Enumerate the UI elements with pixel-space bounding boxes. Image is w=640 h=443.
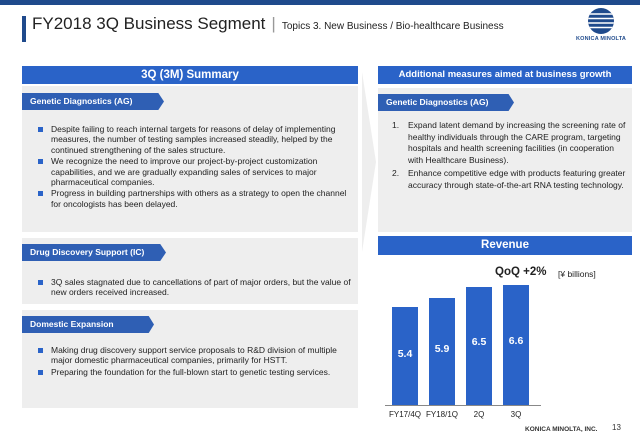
revenue-title: Revenue xyxy=(481,239,529,251)
measure-number: 2. xyxy=(392,168,400,179)
page-number: 13 xyxy=(612,423,621,432)
genetic-diagnostics-tag: Genetic Diagnostics (AG) xyxy=(22,93,164,110)
x-tick-label: 2Q xyxy=(473,410,485,419)
title-separator: | xyxy=(271,14,276,33)
x-tick-label: FY18/1Q xyxy=(425,410,458,419)
bullet-item: Despite failing to reach internal target… xyxy=(38,124,352,155)
globe-logo-icon xyxy=(588,8,614,34)
genetic-diagnostics-panel xyxy=(22,86,358,232)
genetic-diagnostics-tag-label: Genetic Diagnostics (AG) xyxy=(30,96,133,106)
x-tick-label: 3Q xyxy=(510,410,522,419)
bullet-item: 3Q sales stagnated due to cancellations … xyxy=(38,277,352,298)
title-accent xyxy=(22,16,26,42)
drug-discovery-bullets: 3Q sales stagnated due to cancellations … xyxy=(38,277,352,299)
bar-value-label: 6.5 xyxy=(471,336,487,349)
measures-tag-label: Genetic Diagnostics (AG) xyxy=(386,97,489,107)
measure-item: 2. Enhance competitive edge with product… xyxy=(392,168,628,191)
revenue-header: Revenue xyxy=(378,236,632,255)
measures-header: Additional measures aimed at business gr… xyxy=(378,66,632,84)
measures-title: Additional measures aimed at business gr… xyxy=(398,69,612,80)
bar-value-label: 5.9 xyxy=(434,342,450,355)
page-title: FY2018 3Q Business Segment xyxy=(32,14,266,33)
chart-baseline xyxy=(385,405,541,406)
domestic-expansion-bullets: Making drug discovery support service pr… xyxy=(38,345,352,378)
revenue-bar xyxy=(392,306,418,405)
x-tick-label: FY17/4Q xyxy=(388,410,421,419)
measure-text: Expand latent demand by increasing the s… xyxy=(408,120,626,165)
drug-discovery-tag: Drug Discovery Support (IC) xyxy=(22,244,166,261)
company-logo: KONICA MINOLTA xyxy=(570,6,632,50)
revenue-bar xyxy=(466,286,492,405)
summary-title: 3Q (3M) Summary xyxy=(141,69,239,81)
logo-wordmark: KONICA MINOLTA xyxy=(575,36,627,42)
summary-header: 3Q (3M) Summary xyxy=(22,66,358,84)
measures-list: 1. Expand latent demand by increasing th… xyxy=(392,120,628,194)
revenue-bar xyxy=(503,284,529,405)
footer-company: KONICA MINOLTA, INC. xyxy=(525,426,598,433)
domestic-expansion-tag-label: Domestic Expansion xyxy=(30,319,114,329)
measure-number: 1. xyxy=(392,120,400,130)
drug-discovery-tag-label: Drug Discovery Support (IC) xyxy=(30,247,145,257)
bar-value-label: 5.4 xyxy=(397,347,413,360)
bullet-item: Making drug discovery support service pr… xyxy=(38,345,352,366)
revenue-bar xyxy=(429,297,455,405)
measure-text: Enhance competitive edge with products f… xyxy=(408,168,626,190)
bullet-item: Preparing the foundation for the full-bl… xyxy=(38,367,352,377)
domestic-expansion-tag: Domestic Expansion xyxy=(22,316,154,333)
measures-panel xyxy=(378,88,632,232)
bullet-item: We recognize the need to improve our pro… xyxy=(38,156,352,187)
measures-tag: Genetic Diagnostics (AG) xyxy=(378,94,514,111)
page-subtitle: Topics 3. New Business / Bio-healthcare … xyxy=(281,21,504,32)
bar-value-label: 6.6 xyxy=(508,335,524,348)
flow-arrow xyxy=(362,72,376,252)
top-stripe xyxy=(0,0,640,5)
genetic-diagnostics-bullets: Despite failing to reach internal target… xyxy=(38,124,352,210)
qoq-annotation: QoQ +2% xyxy=(495,266,547,278)
revenue-unit: [¥ billions] xyxy=(558,269,596,279)
bullet-item: Progress in building partnerships with o… xyxy=(38,188,352,209)
title-bar: FY2018 3Q Business Segment | Topics 3. N… xyxy=(32,14,504,34)
measure-item: 1. Expand latent demand by increasing th… xyxy=(392,120,628,166)
